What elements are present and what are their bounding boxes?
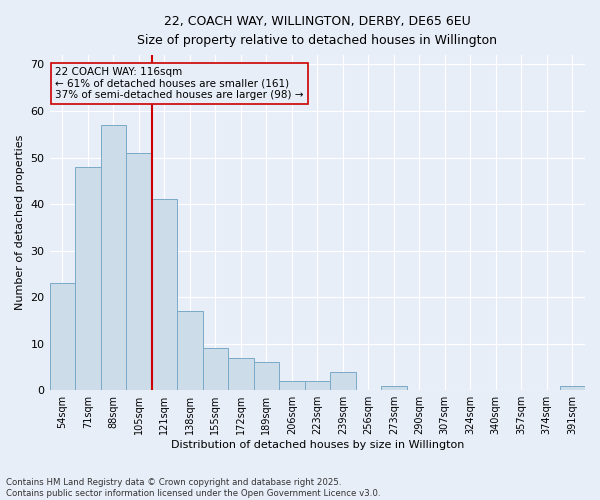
Bar — [152, 200, 177, 390]
Bar — [75, 167, 101, 390]
Y-axis label: Number of detached properties: Number of detached properties — [15, 135, 25, 310]
Bar — [279, 381, 305, 390]
Bar — [50, 283, 75, 390]
Bar — [126, 153, 152, 390]
Bar — [330, 372, 356, 390]
Bar — [228, 358, 254, 390]
Bar — [177, 311, 203, 390]
Bar — [381, 386, 407, 390]
Bar — [101, 125, 126, 390]
Text: 22 COACH WAY: 116sqm
← 61% of detached houses are smaller (161)
37% of semi-deta: 22 COACH WAY: 116sqm ← 61% of detached h… — [55, 67, 304, 100]
Bar — [203, 348, 228, 390]
Bar — [305, 381, 330, 390]
Bar — [560, 386, 585, 390]
Bar — [254, 362, 279, 390]
X-axis label: Distribution of detached houses by size in Willington: Distribution of detached houses by size … — [170, 440, 464, 450]
Title: 22, COACH WAY, WILLINGTON, DERBY, DE65 6EU
Size of property relative to detached: 22, COACH WAY, WILLINGTON, DERBY, DE65 6… — [137, 15, 497, 47]
Text: Contains HM Land Registry data © Crown copyright and database right 2025.
Contai: Contains HM Land Registry data © Crown c… — [6, 478, 380, 498]
